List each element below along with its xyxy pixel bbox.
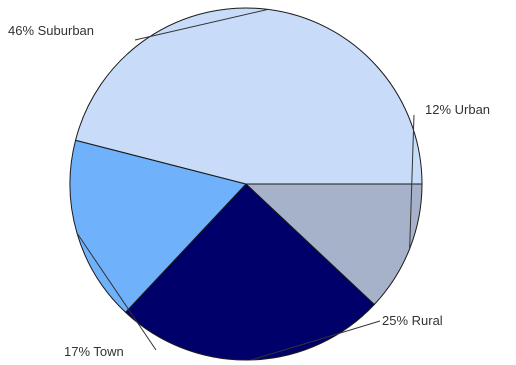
slice-label-rural: 25% Rural	[382, 313, 443, 328]
pie-labels: 12% Urban 25% Rural 17% Town 46% Suburban	[8, 23, 490, 359]
leader-line-suburban	[134, 8, 269, 41]
leader-line-urban	[409, 114, 415, 249]
slice-label-town: 17% Town	[64, 344, 124, 359]
pie-leader-lines	[76, 8, 415, 361]
leader-line-rural	[251, 320, 381, 361]
slice-label-urban: 12% Urban	[425, 102, 490, 117]
pie-slices	[69, 7, 423, 361]
leader-line-town	[76, 232, 157, 351]
slice-label-suburban: 46% Suburban	[8, 23, 94, 38]
